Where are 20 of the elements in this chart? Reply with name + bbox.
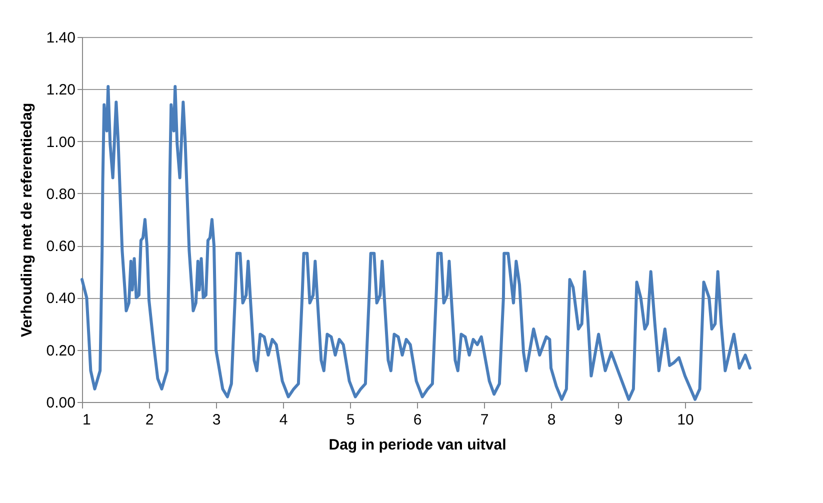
x-tick-label: 2 <box>145 412 154 428</box>
y-tick-label: 0.40 <box>46 290 76 308</box>
x-tick-label: 6 <box>413 412 422 428</box>
x-tick-label: 4 <box>279 412 288 428</box>
x-tick-label: 10 <box>677 412 694 428</box>
y-axis-title: Verhouding met de referentiedag <box>18 102 36 338</box>
x-tick-label: 8 <box>547 412 556 428</box>
y-tick-label: 0.60 <box>46 238 76 256</box>
y-tick-label: 0.00 <box>46 394 76 412</box>
y-tick-label: 0.20 <box>46 342 76 360</box>
x-tick-label: 3 <box>212 412 221 428</box>
x-tick-label: 1 <box>82 412 91 428</box>
y-tick-label: 1.20 <box>46 82 76 99</box>
x-tick-label: 5 <box>346 412 355 428</box>
x-axis-title: Dag in periode van uitval <box>328 436 506 454</box>
x-tick-label: 7 <box>480 412 489 428</box>
y-tick-label: 1.00 <box>46 134 76 151</box>
y-tick-label: 1.40 <box>46 30 76 46</box>
x-tick-label: 9 <box>614 412 623 428</box>
y-tick-label: 0.80 <box>46 186 76 203</box>
